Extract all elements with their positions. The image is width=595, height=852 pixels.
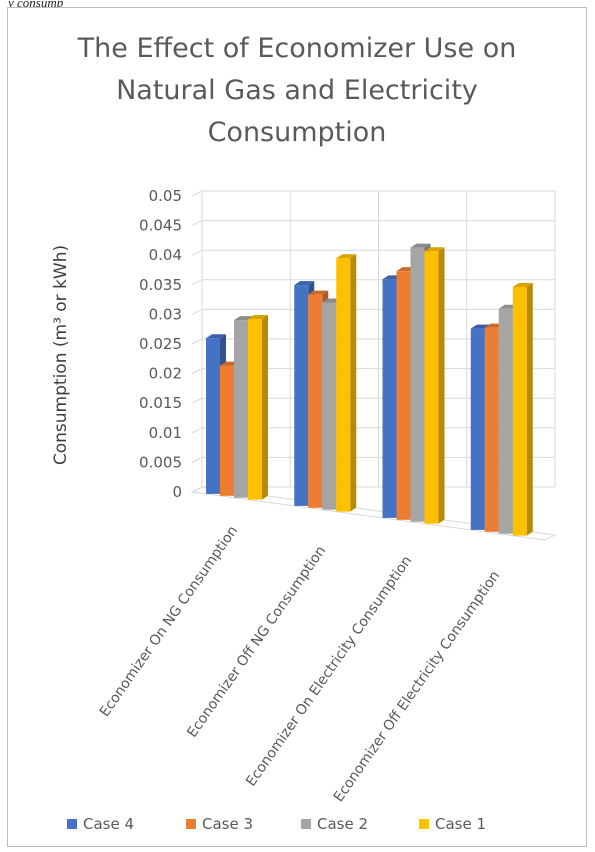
y-tick-label: 0 — [172, 483, 182, 501]
bar-front — [294, 285, 309, 506]
y-tick-label: 0.005 — [139, 453, 182, 471]
y-tick-label: 0.04 — [149, 246, 182, 264]
y-tick-label: 0.02 — [149, 365, 182, 383]
bar-top — [424, 247, 445, 252]
chart-title-line: Consumption — [208, 117, 387, 148]
bar-front — [308, 294, 323, 508]
bar-top — [336, 254, 357, 259]
chart-title-line: The Effect of Economizer Use on — [77, 33, 517, 64]
bar-top — [308, 290, 329, 295]
legend-swatch — [301, 819, 311, 829]
bar — [248, 315, 268, 500]
y-tick-label: 0.045 — [139, 217, 182, 235]
gridline-side — [191, 397, 203, 404]
y-tick-label: 0.015 — [139, 394, 182, 412]
legend-label: Case 1 — [435, 815, 486, 833]
bar-front — [470, 328, 485, 530]
x-category-label: Economizer On Electricity Consumption — [243, 553, 415, 789]
bar-top — [248, 315, 268, 320]
bar-top — [410, 243, 431, 248]
legend-entry: Case 2 — [301, 815, 368, 833]
bar-front — [234, 320, 248, 498]
gridline-side — [191, 456, 203, 463]
legend-swatch — [419, 819, 429, 829]
bar-side — [262, 315, 268, 500]
bar-front — [206, 338, 220, 494]
y-axis-label: Consumption (m³ or kWh) — [51, 245, 71, 465]
gridline-side — [191, 220, 203, 227]
bars — [206, 243, 533, 536]
legend-label: Case 3 — [202, 815, 253, 833]
gridline-side — [191, 486, 203, 493]
legend-swatch — [67, 819, 77, 829]
gridline-side — [191, 190, 203, 197]
bar-front — [336, 258, 351, 512]
gridline-side — [191, 249, 203, 256]
bar-front — [484, 327, 499, 532]
bar-front — [396, 271, 411, 520]
bar-front — [410, 247, 425, 522]
bar-side — [526, 282, 533, 536]
legend: Case 4 Case 3 Case 2 Case 1 — [67, 815, 486, 833]
bar-front — [512, 286, 527, 536]
legend-entry: Case 3 — [186, 815, 253, 833]
bar-front — [322, 302, 337, 510]
y-axis-ticks: 0 0.005 0.01 0.015 0.02 0.025 0.03 0.035 0.04 0.0… — [139, 187, 182, 501]
caption-fragment: y consump — [8, 0, 64, 10]
bar-top — [512, 282, 533, 287]
legend-swatch — [186, 819, 196, 829]
bar-front — [498, 308, 513, 534]
gridline-side — [191, 308, 203, 315]
bar-front — [382, 279, 397, 518]
gridline-side — [191, 427, 203, 434]
legend-entry: Case 4 — [67, 815, 134, 833]
bar — [424, 247, 445, 524]
chart-title: The Effect of Economizer Use on Natural G… — [77, 33, 517, 148]
y-tick-label: 0.025 — [139, 335, 182, 353]
legend-entry: Case 1 — [419, 815, 486, 833]
bar-top — [294, 281, 315, 286]
y-tick-label: 0.03 — [149, 305, 182, 323]
y-tick-label: 0.05 — [149, 187, 182, 205]
bar — [512, 282, 533, 536]
bar-side — [350, 254, 357, 512]
gridline-side — [191, 279, 203, 286]
y-tick-label: 0.035 — [139, 276, 182, 294]
x-category-label: Economizer Off Electricity Consumption — [331, 568, 504, 805]
gridline-side — [191, 368, 203, 375]
legend-label: Case 4 — [83, 815, 134, 833]
bar-front — [424, 251, 439, 524]
gridline-side — [191, 338, 203, 345]
bar-front — [220, 365, 234, 496]
chart-title-line: Natural Gas and Electricity — [116, 75, 478, 106]
bar-top — [206, 334, 226, 339]
bar-side — [438, 247, 445, 524]
bar — [336, 254, 357, 512]
legend-label: Case 2 — [317, 815, 368, 833]
y-tick-label: 0.01 — [149, 424, 182, 442]
bar-front — [248, 319, 262, 500]
